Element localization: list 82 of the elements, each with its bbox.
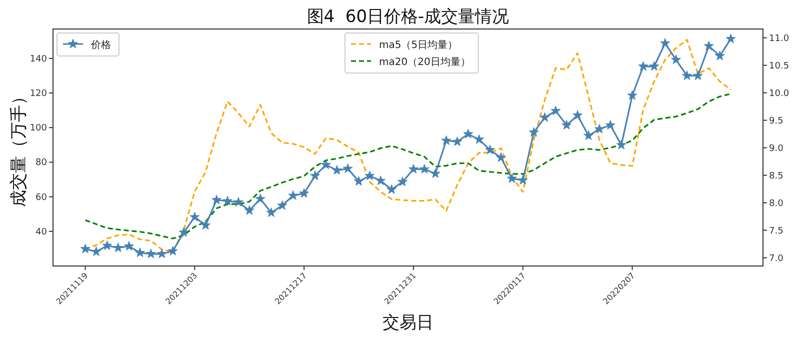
point — [168, 246, 178, 256]
y2-tick-label: 9.0 — [769, 144, 784, 154]
point — [342, 163, 353, 173]
point — [485, 144, 496, 154]
point — [222, 196, 232, 206]
point — [692, 70, 703, 80]
point — [616, 140, 626, 150]
chart-title: 图4 60日价格-成交量情况 — [306, 7, 510, 27]
point — [627, 90, 638, 100]
point — [332, 165, 342, 175]
point — [584, 130, 594, 140]
point — [704, 40, 714, 50]
y-tick-label: 60 — [36, 192, 48, 203]
point — [496, 152, 506, 162]
point — [244, 205, 254, 215]
point — [354, 176, 364, 186]
point — [540, 112, 550, 122]
y2-tick-label: 7.5 — [769, 226, 784, 236]
point — [255, 194, 266, 204]
point — [91, 246, 102, 256]
point — [682, 70, 692, 80]
line-series — [84, 93, 732, 240]
point — [277, 200, 288, 210]
legend-label: ma20（20日均量） — [379, 56, 470, 68]
point — [649, 61, 660, 71]
legend-label: 价格 — [90, 39, 111, 51]
y2-tick-label: 11.0 — [769, 34, 790, 44]
y-axis-title: 成交量（万手） — [9, 88, 29, 207]
point — [660, 38, 670, 48]
point — [572, 110, 583, 120]
point — [474, 134, 484, 144]
point — [726, 34, 736, 44]
point — [113, 242, 124, 252]
point — [178, 227, 189, 237]
point — [430, 168, 440, 178]
point — [562, 120, 572, 130]
point — [376, 176, 386, 186]
point — [605, 120, 616, 130]
point — [518, 174, 528, 185]
point — [419, 164, 430, 174]
point — [528, 127, 539, 137]
point — [463, 128, 474, 138]
y-tick-label: 80 — [36, 158, 48, 168]
point — [320, 160, 331, 170]
point — [134, 248, 145, 258]
y-tick-label: 140 — [30, 54, 48, 64]
y2-tick-label: 8.0 — [769, 198, 784, 209]
y-tick-label: 120 — [30, 89, 48, 100]
y2-tick-label: 10.5 — [769, 61, 790, 72]
point — [288, 190, 298, 200]
point — [190, 212, 200, 222]
y-tick-label: 40 — [36, 227, 48, 238]
point — [398, 176, 408, 186]
point — [441, 135, 452, 145]
y2-tick-label: 10.0 — [769, 88, 790, 99]
point — [310, 170, 320, 180]
point — [212, 194, 222, 204]
point — [550, 106, 561, 116]
point — [386, 184, 397, 194]
point — [200, 220, 211, 230]
point — [506, 173, 517, 183]
point — [156, 248, 167, 258]
point — [594, 124, 604, 134]
x-axis-title: 交易日 — [382, 313, 434, 333]
point — [452, 136, 462, 146]
point — [638, 61, 648, 71]
legend-label: ma5（5日均量） — [379, 39, 458, 51]
point — [146, 248, 156, 258]
point — [124, 240, 134, 250]
point — [233, 196, 244, 207]
point — [299, 188, 310, 198]
y-tick-label: 100 — [30, 124, 48, 134]
y2-tick-label: 9.5 — [769, 116, 784, 126]
point — [364, 170, 375, 180]
y2-tick-label: 8.5 — [769, 171, 784, 182]
point — [102, 240, 112, 250]
point — [266, 207, 276, 217]
y2-tick-label: 7.0 — [769, 254, 784, 264]
point — [671, 54, 682, 64]
point — [80, 244, 90, 254]
point — [408, 164, 418, 174]
point — [714, 50, 725, 60]
